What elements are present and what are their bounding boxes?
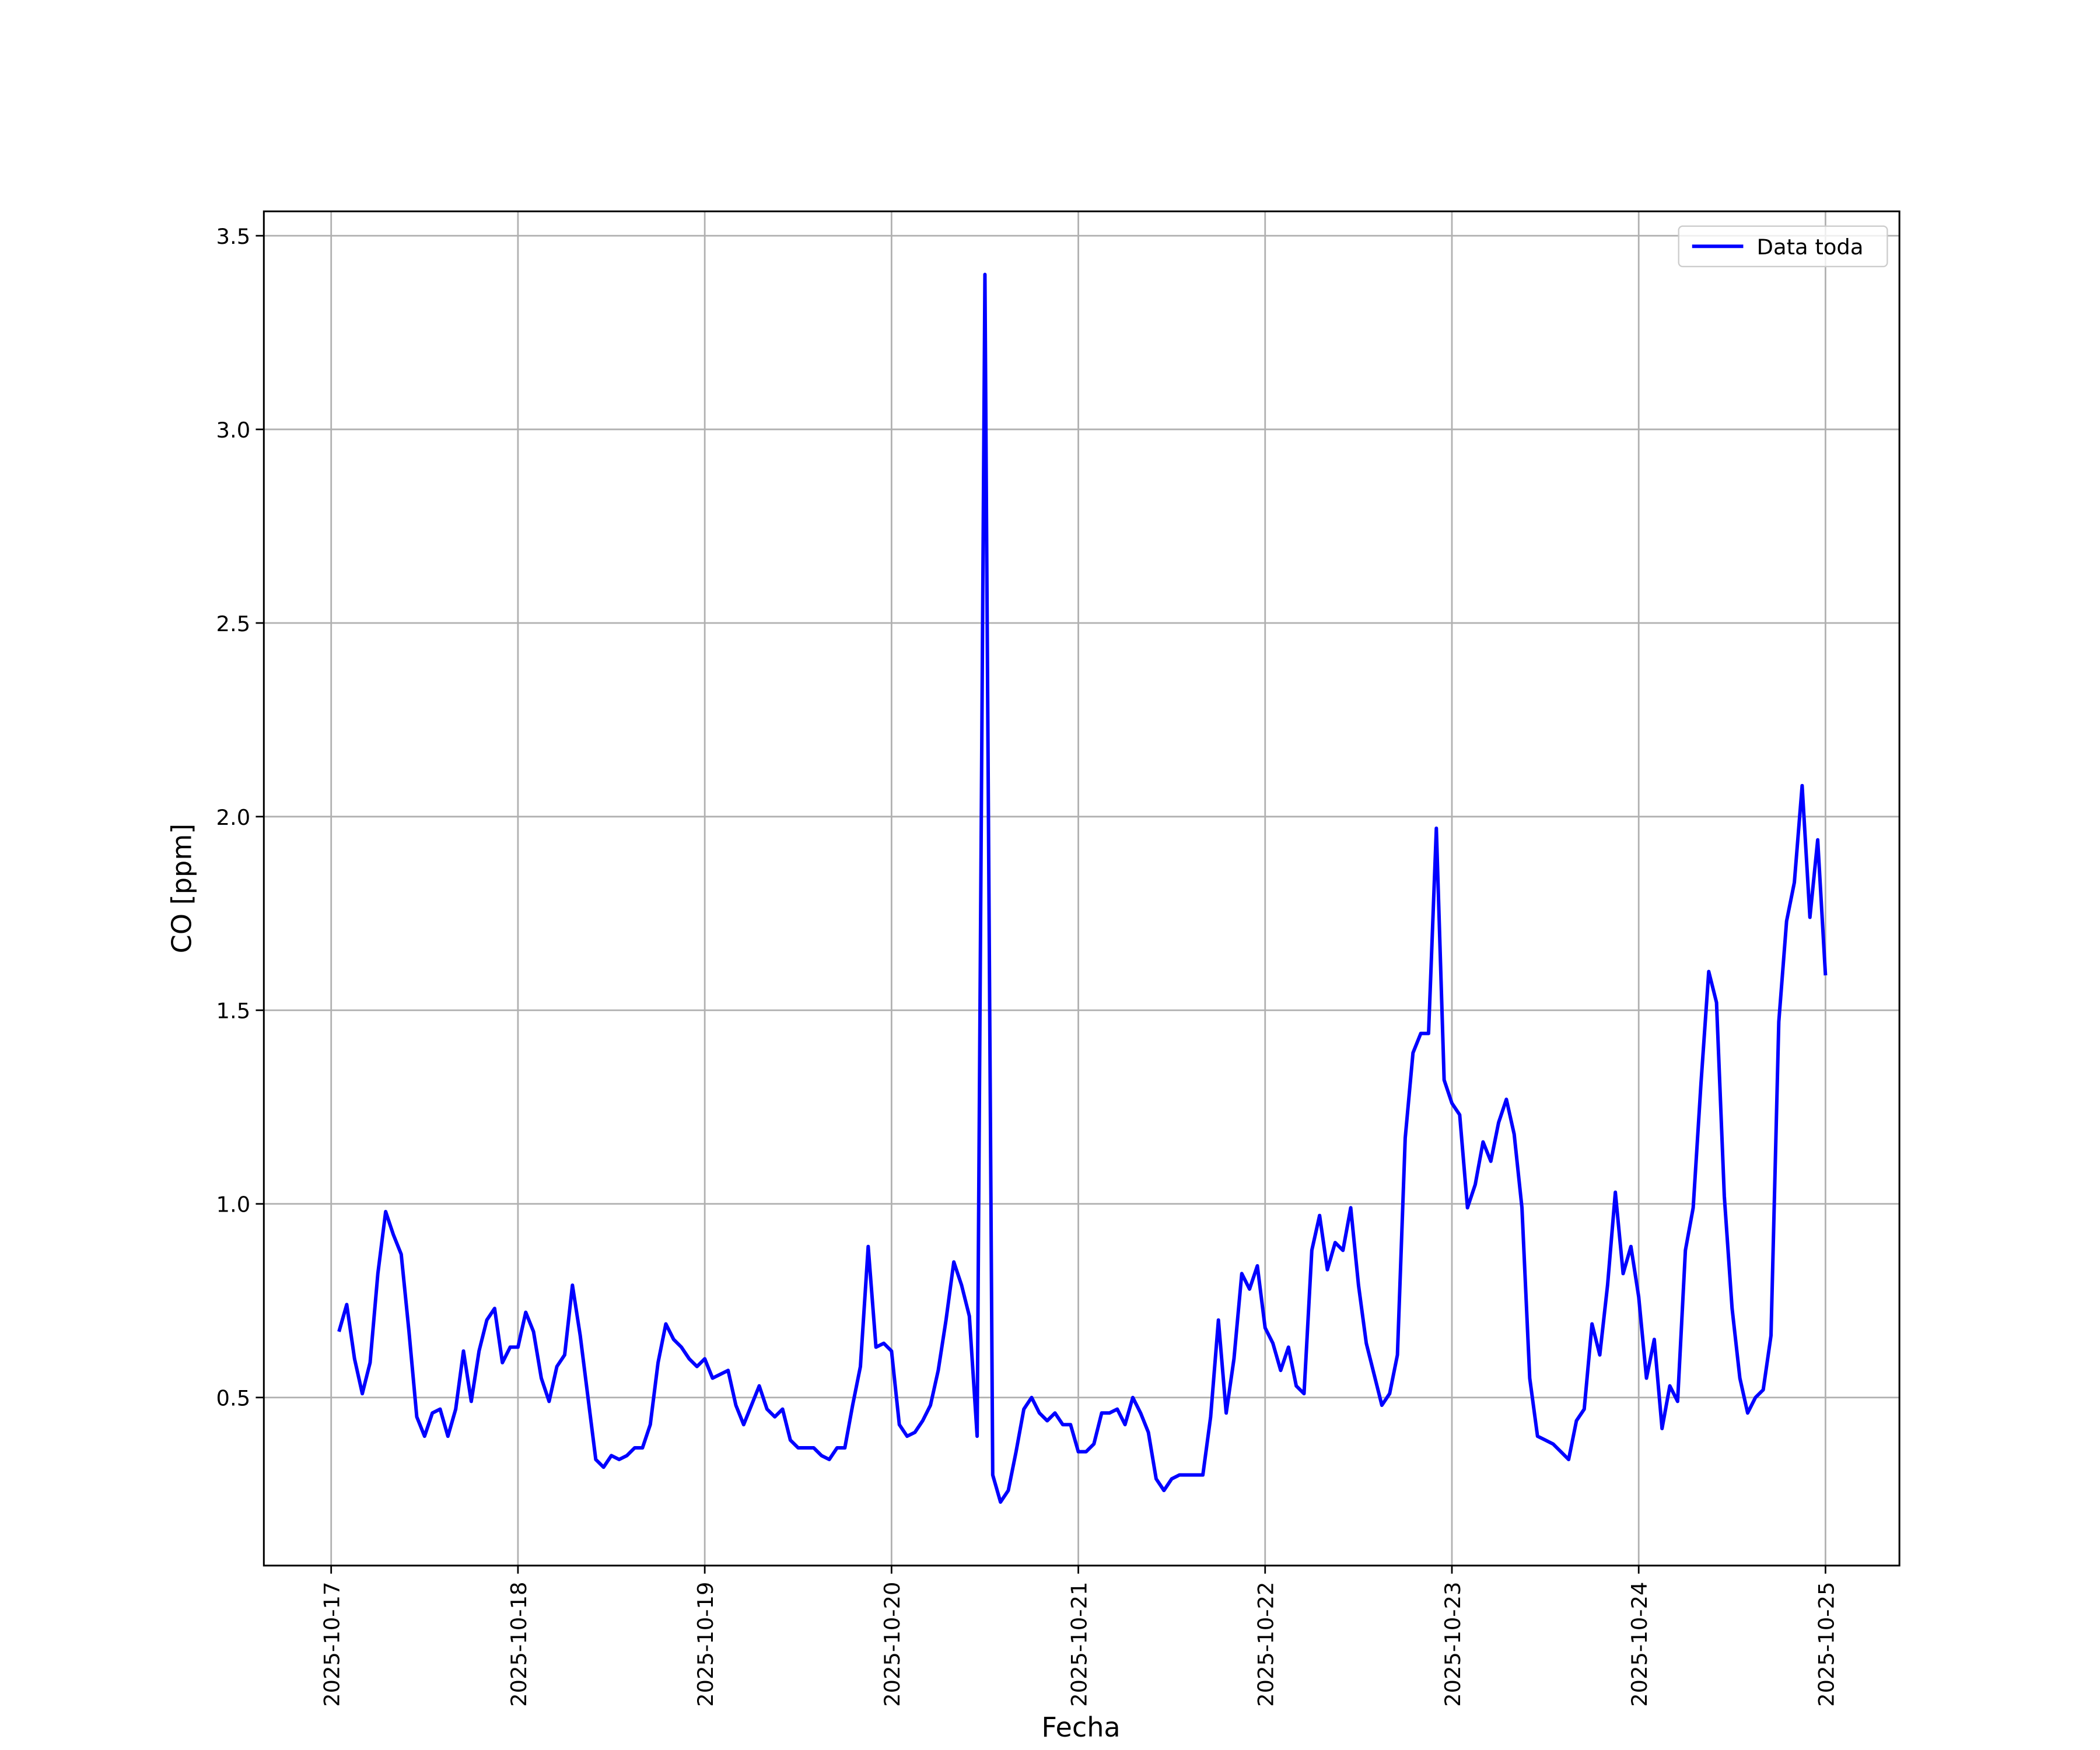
y-tick-label: 3.5 xyxy=(216,224,251,249)
plot-area xyxy=(337,272,1828,1504)
y-axis-label: CO [ppm] xyxy=(166,824,198,954)
x-tick-label: 2025-10-20 xyxy=(880,1582,905,1707)
x-tick-label: 2025-10-17 xyxy=(320,1582,345,1707)
x-tick-label: 2025-10-24 xyxy=(1627,1582,1652,1707)
legend-box xyxy=(1678,225,1888,268)
x-tick-label: 2025-10-21 xyxy=(1066,1582,1091,1707)
y-tick-label: 1.0 xyxy=(216,1192,251,1217)
grid xyxy=(264,211,1900,1566)
y-tick-label: 1.5 xyxy=(216,999,251,1024)
y-tick-label: 0.5 xyxy=(216,1386,251,1411)
y-tick-label: 3.0 xyxy=(216,418,251,443)
x-axis-label: Fecha xyxy=(1041,1712,1120,1743)
x-tick-label: 2025-10-19 xyxy=(693,1582,718,1707)
legend-label: Data toda xyxy=(1757,235,1864,260)
axes-frame xyxy=(262,210,1901,1567)
x-tick-label: 2025-10-25 xyxy=(1814,1582,1839,1707)
x-tick-label: 2025-10-18 xyxy=(506,1582,531,1707)
data-line xyxy=(337,272,1828,1504)
y-tick-label: 2.0 xyxy=(216,805,251,830)
y-tick-label: 2.5 xyxy=(216,611,251,636)
legend: Data toda xyxy=(1678,225,1888,268)
x-tick-label: 2025-10-23 xyxy=(1440,1582,1465,1707)
ticks: 0.5 1.0 1.5 2.0 2.5 3.0 3.5 2025-10-17 2025-10-1… xyxy=(216,224,1839,1707)
x-tick-label: 2025-10-22 xyxy=(1254,1582,1279,1707)
